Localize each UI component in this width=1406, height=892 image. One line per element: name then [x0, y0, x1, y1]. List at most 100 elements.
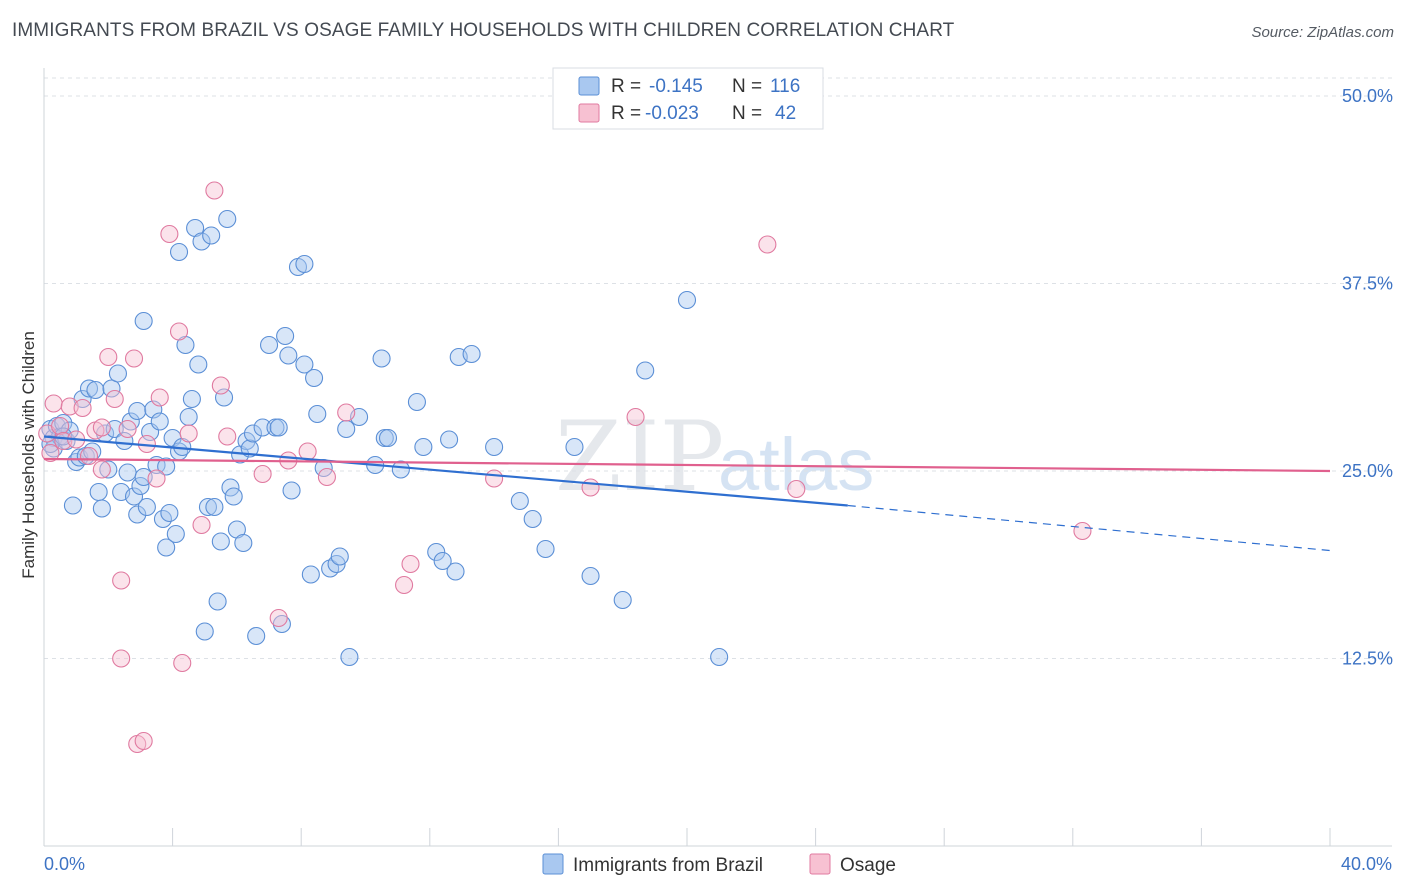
point-brazil: [218, 209, 237, 229]
point-brazil: [102, 379, 121, 398]
point-brazil: [160, 503, 179, 523]
point-brazil: [169, 242, 189, 262]
point-osage: [298, 442, 317, 461]
point-osage: [218, 427, 237, 446]
bottom-legend-label-brazil: Immigrants from Brazil: [573, 855, 763, 876]
point-brazil: [613, 590, 632, 610]
point-osage: [626, 407, 645, 427]
point-osage: [169, 322, 189, 341]
point-brazil: [308, 404, 327, 424]
point-brazil: [134, 311, 153, 331]
point-brazil: [198, 497, 218, 517]
point-brazil: [677, 290, 697, 310]
point-osage: [192, 515, 211, 535]
point-brazil: [157, 538, 176, 557]
legend-r-label-2: R =: [611, 103, 641, 124]
point-brazil: [378, 428, 398, 448]
x-tick-label-min: 0.0%: [44, 854, 85, 874]
series-legend: Immigrants from Brazil Osage: [542, 853, 896, 876]
legend-n-value-1: 116: [770, 76, 800, 97]
point-brazil: [414, 437, 433, 457]
point-brazil: [150, 412, 169, 431]
y-tick-label: 25.0%: [1342, 461, 1393, 481]
point-brazil: [157, 457, 176, 476]
point-brazil: [282, 481, 301, 500]
point-brazil: [565, 437, 584, 457]
bottom-legend-swatch-brazil: [542, 853, 564, 875]
y-tick-label: 37.5%: [1342, 274, 1393, 294]
point-osage: [1073, 521, 1092, 541]
x-tick-label-max: 40.0%: [1341, 854, 1392, 874]
point-osage: [179, 424, 198, 443]
y-axis-title: Family Households with Children: [19, 331, 38, 579]
point-brazil: [192, 232, 211, 251]
point-brazil: [99, 460, 118, 479]
point-osage: [160, 224, 179, 244]
point-brazil: [636, 361, 655, 380]
point-osage: [51, 416, 70, 436]
point-osage: [787, 479, 806, 499]
bottom-legend-swatch-osage: [809, 853, 831, 875]
point-brazil: [128, 505, 147, 524]
point-osage: [105, 389, 124, 409]
point-osage: [205, 181, 224, 200]
point-brazil: [427, 542, 446, 562]
point-brazil: [234, 533, 253, 553]
legend-r-value-2: -0.023: [645, 103, 699, 124]
point-brazil: [202, 226, 221, 245]
point-brazil: [247, 626, 266, 646]
point-brazil: [208, 592, 227, 611]
point-osage: [134, 731, 153, 751]
correlation-legend: R = -0.145 N = 116 R = -0.023 N = 42: [552, 67, 824, 130]
chart-title: IMMIGRANTS FROM BRAZIL VS OSAGE FAMILY H…: [12, 20, 955, 41]
y-tick-labels: 12.5% 25.0% 37.5% 50.0%: [1342, 86, 1393, 669]
point-brazil: [523, 509, 542, 529]
point-brazil: [279, 346, 298, 365]
point-osage: [92, 460, 111, 479]
point-osage: [485, 469, 504, 488]
y-tick-label: 50.0%: [1342, 86, 1393, 106]
point-brazil: [269, 418, 288, 437]
point-brazil: [295, 355, 314, 374]
axes: [43, 68, 1392, 847]
point-brazil: [446, 562, 465, 581]
point-brazil: [407, 392, 426, 412]
point-brazil: [253, 418, 272, 437]
point-brazil: [259, 335, 279, 355]
point-brazil: [63, 496, 82, 515]
point-osage: [79, 446, 99, 466]
point-brazil: [462, 344, 481, 364]
point-osage: [147, 469, 166, 488]
point-osage: [150, 388, 169, 407]
point-brazil: [536, 539, 555, 559]
point-osage: [401, 554, 420, 574]
point-brazil: [224, 487, 243, 506]
point-osage: [92, 418, 111, 437]
legend-r-label-1: R =: [611, 76, 641, 97]
y-tick-label: 12.5%: [1342, 649, 1393, 669]
point-osage: [112, 649, 131, 668]
point-osage: [758, 235, 777, 254]
point-brazil: [79, 379, 99, 398]
source-label: Source: ZipAtlas.com: [1251, 24, 1394, 41]
point-brazil: [710, 647, 729, 667]
point-brazil: [340, 647, 359, 667]
legend-swatch-brazil: [578, 76, 600, 96]
point-brazil: [92, 499, 111, 518]
bottom-legend-label-osage: Osage: [840, 855, 896, 876]
point-osage: [118, 419, 137, 439]
point-brazil: [337, 419, 356, 439]
point-brazil: [440, 430, 459, 449]
point-brazil: [330, 547, 349, 566]
point-brazil: [86, 380, 105, 400]
point-brazil: [189, 355, 208, 374]
trend-lines: [43, 435, 1331, 552]
point-osage: [99, 347, 118, 367]
point-brazil: [115, 431, 134, 451]
watermark-zip: ZIP: [555, 401, 724, 513]
point-osage: [173, 653, 192, 673]
point-osage: [124, 349, 144, 368]
point-brazil: [108, 364, 127, 383]
point-brazil: [372, 349, 391, 368]
